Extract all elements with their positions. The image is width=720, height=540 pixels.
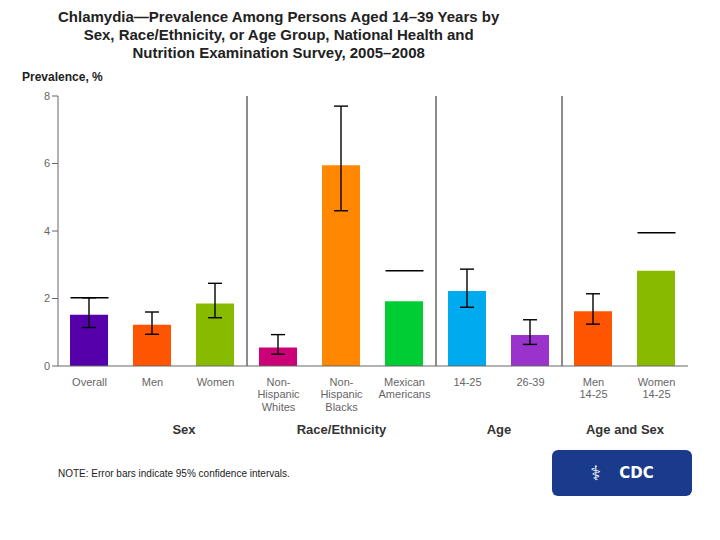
- svg-text:4: 4: [44, 225, 50, 237]
- svg-text:MexicanAmericans: MexicanAmericans: [379, 376, 431, 401]
- svg-text:Men: Men: [142, 376, 163, 388]
- svg-text:Overall: Overall: [72, 376, 107, 388]
- svg-text:Men14-25: Men14-25: [579, 376, 607, 401]
- svg-text:8: 8: [44, 90, 50, 102]
- svg-text:Age: Age: [487, 422, 512, 437]
- svg-text:Sex: Sex: [172, 422, 196, 437]
- html-text:Prevalence, %: Prevalence, %: [22, 70, 103, 84]
- svg-text:26-39: 26-39: [516, 376, 544, 388]
- svg-text:6: 6: [44, 157, 50, 169]
- svg-text:2: 2: [44, 292, 50, 304]
- html-text:NOTE: Error bars indicate 95%: NOTE: Error bars indicate 95% confidence…: [58, 467, 290, 479]
- svg-text:Non-HispanicBlacks: Non-HispanicBlacks: [320, 376, 363, 413]
- svg-text:Women14-25: Women14-25: [638, 376, 676, 401]
- svg-text:Race/Ethnicity: Race/Ethnicity: [297, 422, 387, 437]
- svg-text:14-25: 14-25: [453, 376, 481, 388]
- html-text:CDC: CDC: [619, 464, 654, 482]
- svg-text:0: 0: [44, 360, 50, 372]
- html-text:Chlamydia—Prevalence Among Per: Chlamydia—Prevalence Among Persons Aged …: [58, 8, 500, 61]
- svg-text:Age and Sex: Age and Sex: [586, 422, 665, 437]
- svg-text:Non-HispanicWhites: Non-HispanicWhites: [257, 376, 300, 413]
- svg-text:Women: Women: [197, 376, 235, 388]
